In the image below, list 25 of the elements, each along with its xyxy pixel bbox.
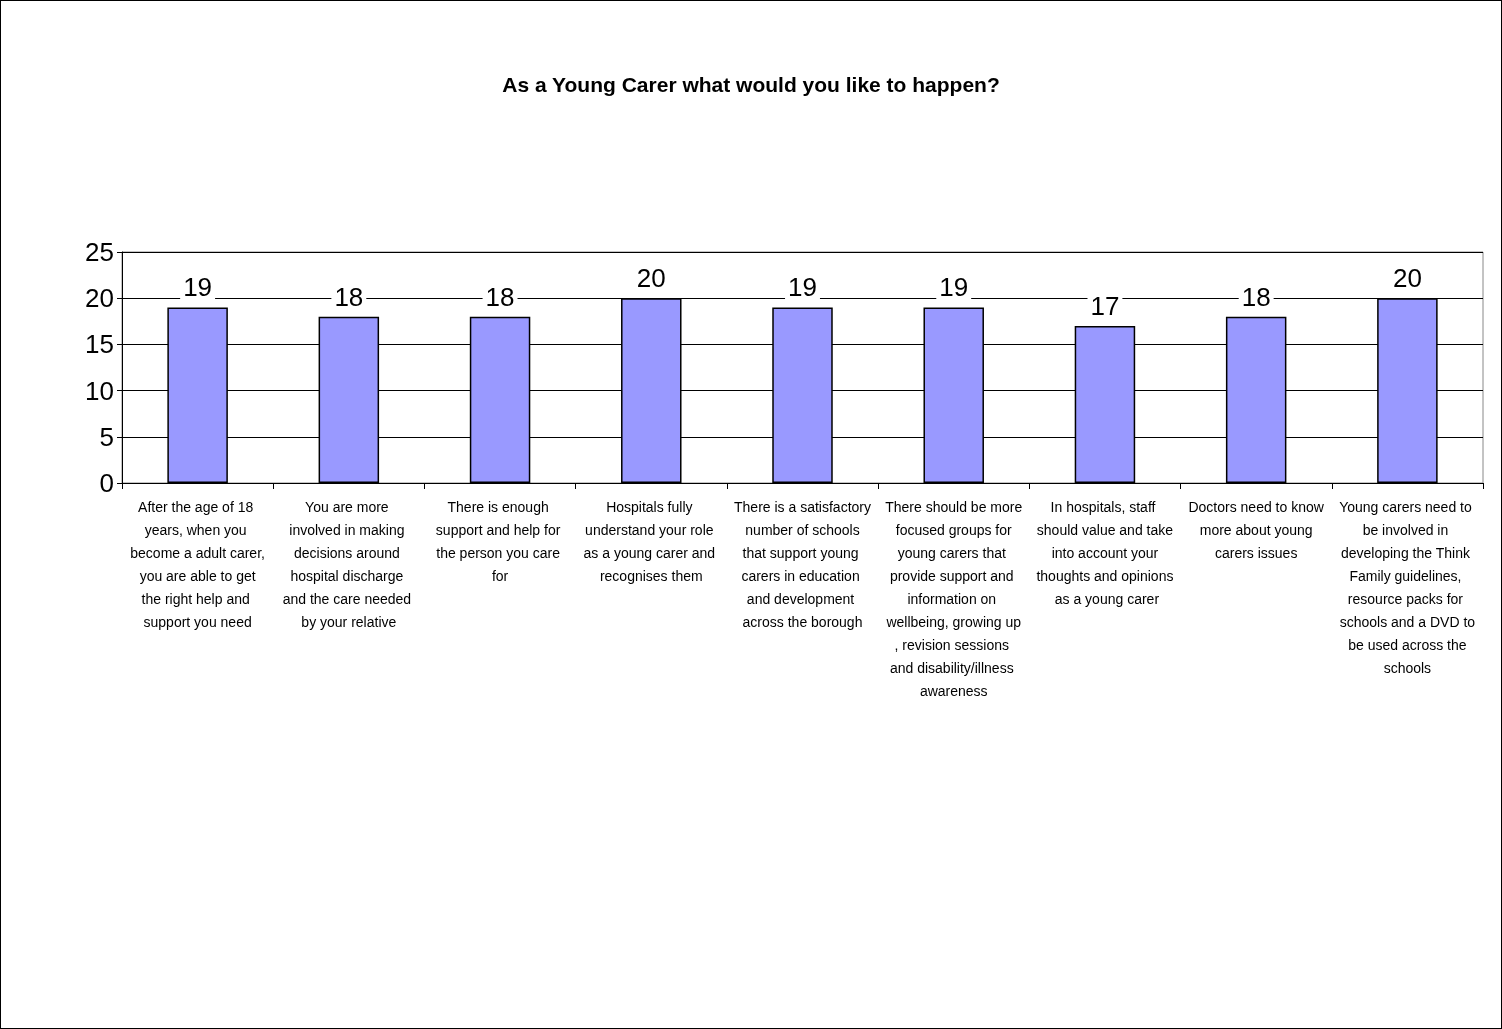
data-label: 19 bbox=[939, 272, 969, 303]
data-label: 19 bbox=[183, 272, 213, 303]
y-tick-label: 15 bbox=[85, 329, 114, 360]
x-tick-label: Doctors need to know more about young carers issues bbox=[1188, 498, 1325, 561]
data-label: 20 bbox=[636, 263, 666, 294]
x-tick-label: There is enough support and help for the person you care for bbox=[435, 498, 565, 584]
y-tick-label: 10 bbox=[85, 375, 114, 406]
x-tick-label: In hospitals, staff should value and take into account your thoughts and opinions as a young carer bbox=[1036, 498, 1174, 607]
x-tick-label: You are more involved in making decisions around hospital discharge and the care needed by your relative bbox=[282, 498, 416, 630]
data-label: 18 bbox=[1241, 281, 1271, 312]
x-tick-label: There is a satisfactory number of schools that support young carers in education and development across the borough bbox=[734, 498, 871, 630]
chart-title: As a Young Carer what would you like to happen? bbox=[502, 73, 1000, 96]
category-label: There should be more focused groups for young carers that provide support and information on wellbeing, growing up, revision sessions and disability/illness awareness bbox=[885, 498, 1023, 699]
y-tick-label: 0 bbox=[99, 468, 114, 498]
x-tick-label: Hospitals fully understand your role as a young carer and recognises them bbox=[583, 498, 719, 584]
data-label: 17 bbox=[1090, 290, 1120, 321]
data-label: 19 bbox=[788, 272, 817, 303]
x-tick-label: Young carers need to be involved in developing the Think Family guidelines, resource packs for schools and a DVD to be used across the schools bbox=[1339, 498, 1476, 676]
x-tick-label: After the age of 18 years, when you become a adult carer, you are able to get the right help and support you need bbox=[130, 498, 265, 630]
y-tick-label: 25 bbox=[85, 237, 114, 267]
data-label: 20 bbox=[1392, 263, 1422, 294]
y-tick-label: 20 bbox=[85, 283, 114, 314]
data-label: 18 bbox=[485, 281, 515, 312]
y-tick-label: 5 bbox=[99, 421, 114, 452]
data-label: 18 bbox=[334, 281, 364, 312]
